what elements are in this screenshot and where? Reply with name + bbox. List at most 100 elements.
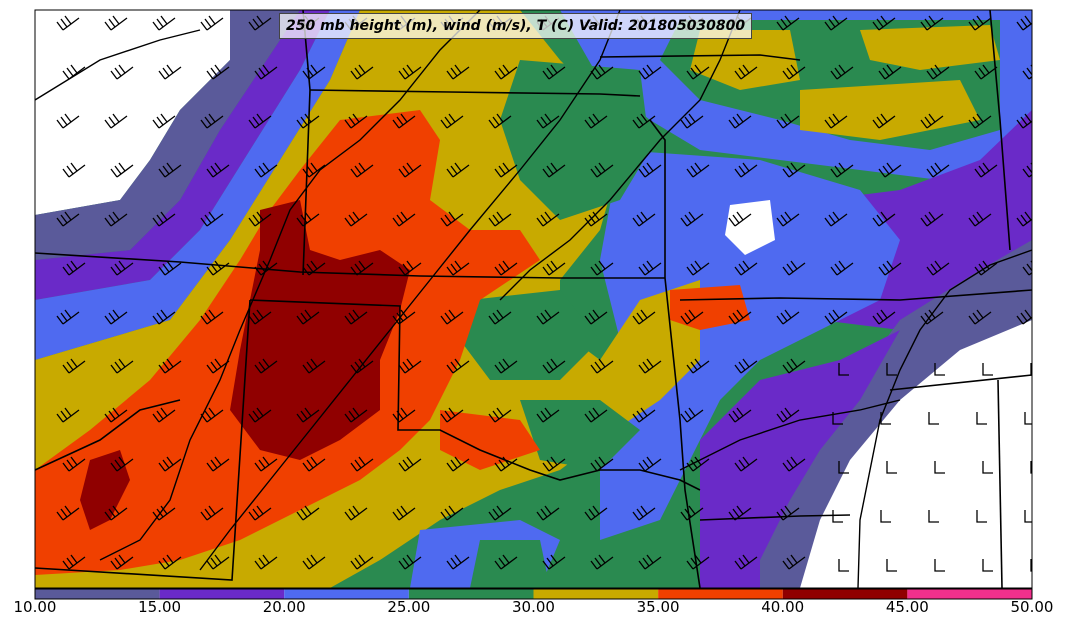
wind-barb [584, 407, 608, 423]
wind-barb [734, 162, 758, 178]
wind-barb [398, 554, 422, 570]
wind-barb [536, 505, 560, 521]
wind-barb [976, 510, 987, 523]
wind-barb [158, 358, 182, 374]
wind-barb [926, 162, 950, 178]
wind-barb [638, 358, 662, 374]
wind-barb [494, 64, 518, 80]
wind-barb [104, 15, 128, 31]
wind-barb [638, 260, 662, 276]
wind-barb [488, 113, 512, 129]
wind-barb [296, 211, 320, 227]
wind-barb [350, 162, 374, 178]
wind-barb [206, 358, 230, 374]
wind-barb [446, 260, 470, 276]
wind-barb [934, 559, 945, 572]
wind-barb [206, 162, 230, 178]
wind-barb [296, 407, 320, 423]
wind-barb [392, 211, 416, 227]
wind-barb [350, 64, 374, 80]
wind-barb [880, 510, 891, 523]
wind-barb [638, 456, 662, 472]
wind-barb [872, 113, 896, 129]
wind-barb [776, 505, 800, 521]
wind-barb [982, 363, 993, 376]
wind-barb [776, 113, 800, 129]
colorbar-tick-label: 30.00 [512, 598, 555, 616]
wind-barb [542, 456, 566, 472]
wind-barb [878, 64, 902, 80]
wind-barb [734, 554, 758, 570]
wind-barb [56, 113, 80, 129]
wind-barb [344, 113, 368, 129]
wind-barb [1030, 559, 1032, 572]
wind-barb [248, 211, 272, 227]
wind-barb [776, 309, 800, 325]
wind-barb [158, 554, 182, 570]
wind-barb [158, 456, 182, 472]
wind-barb [350, 260, 374, 276]
colorbar-bin-2 [284, 589, 409, 599]
wind-barb [1030, 461, 1032, 474]
wind-barb [632, 309, 656, 325]
wind-barb [302, 64, 326, 80]
wind-barb [110, 260, 134, 276]
wind-barb [632, 505, 656, 521]
wind-barb [782, 456, 806, 472]
wind-barb [686, 554, 710, 570]
wind-barb [782, 162, 806, 178]
wind-barb [110, 456, 134, 472]
wind-barb [536, 407, 560, 423]
wind-barb [344, 309, 368, 325]
wind-barb [734, 456, 758, 472]
wind-barb [152, 309, 176, 325]
wind-barb [440, 211, 464, 227]
wind-barb [832, 412, 843, 425]
colorbar-tick-label: 10.00 [13, 598, 57, 616]
wind-barb [254, 260, 278, 276]
wind-barb [254, 162, 278, 178]
wind-barb [200, 407, 224, 423]
wind-barb [590, 456, 614, 472]
wind-barb [302, 358, 326, 374]
wind-barb [830, 260, 854, 276]
wind-barb [878, 260, 902, 276]
map-frame [34, 9, 1033, 589]
wind-barb [680, 211, 704, 227]
wind-barb [584, 211, 608, 227]
colorbar-bin-0 [35, 589, 160, 599]
colorbar-bin-3 [408, 589, 534, 599]
wind-barb [254, 64, 278, 80]
wind-barb [302, 456, 326, 472]
colorbar-bin-6 [782, 589, 908, 599]
wind-barb [832, 510, 843, 523]
wind-barb [632, 407, 656, 423]
wind-barb [584, 309, 608, 325]
wind-barb [62, 456, 86, 472]
wind-barb [968, 113, 992, 129]
wind-barb [1016, 113, 1032, 129]
wind-barb [830, 64, 854, 80]
wind-barb [928, 510, 939, 523]
wind-barb [982, 559, 993, 572]
wind-barb [728, 113, 752, 129]
wind-barb [686, 260, 710, 276]
wind-barb [974, 162, 998, 178]
wind-barb [110, 358, 134, 374]
wind-barb [200, 309, 224, 325]
wind-barb [398, 64, 422, 80]
wind-barb [248, 309, 272, 325]
wind-barb [590, 260, 614, 276]
wind-barb [440, 113, 464, 129]
wind-barb [542, 554, 566, 570]
wind-barb [350, 358, 374, 374]
wind-barb [254, 358, 278, 374]
wind-barb [590, 554, 614, 570]
map-title: 250 mb height (m), wind (m/s), T (C) Val… [279, 13, 753, 39]
wind-barb [446, 162, 470, 178]
wind-barb [1016, 309, 1032, 325]
wind-barb [584, 113, 608, 129]
wind-barb [104, 211, 128, 227]
wind-barb [838, 559, 849, 572]
wind-barb [392, 505, 416, 521]
